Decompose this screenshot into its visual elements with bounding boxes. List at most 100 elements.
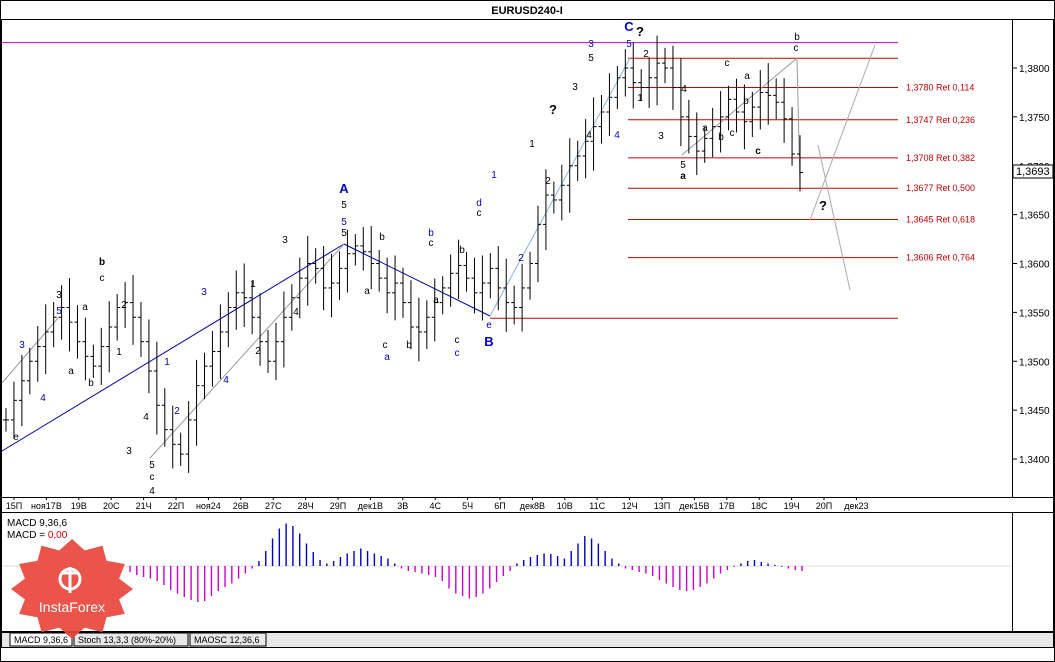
- time-tick-label: 27С: [265, 501, 282, 511]
- wave-label: b: [379, 232, 385, 243]
- time-tick-label: 4С: [429, 501, 441, 511]
- ohlc-bar: [122, 282, 129, 329]
- ohlc-bar: [638, 69, 645, 102]
- wave-label: 1: [250, 279, 256, 290]
- ohlc-bar: [272, 322, 279, 381]
- ohlc-bar: [169, 405, 176, 469]
- wave-label: a: [702, 123, 708, 134]
- price-tick-label: 1,3550: [1019, 308, 1050, 319]
- wave-label: A: [339, 181, 349, 196]
- ohlc-bar: [463, 251, 470, 292]
- ohlc-bar: [542, 169, 549, 251]
- wave-label: c: [150, 472, 155, 483]
- ohlc-bar: [550, 181, 557, 214]
- ohlc-bar: [479, 255, 486, 321]
- ohlc-bar: [757, 70, 764, 130]
- wave-label: d: [476, 198, 482, 209]
- ohlc-bar: [630, 42, 637, 109]
- ohlc-bar: [185, 401, 192, 473]
- ohlc-bar: [18, 354, 25, 427]
- wave-label: 5: [626, 39, 632, 50]
- wave-label: b: [406, 340, 412, 351]
- indicator-tab[interactable]: MAOSC 12,36,6: [189, 632, 267, 647]
- time-tick-label: 15П: [6, 501, 22, 511]
- trend-lines[interactable]: [1, 44, 876, 459]
- ohlc-bar: [201, 352, 208, 400]
- time-tick-label: 28Ч: [298, 501, 314, 511]
- wave-label: ?: [636, 24, 644, 39]
- fibo-level-label: 1,3606 Ret 0,764: [906, 253, 975, 263]
- ohlc-bar: [431, 278, 438, 342]
- ohlc-bar: [376, 250, 383, 292]
- ohlc-bar: [606, 73, 613, 137]
- indicator-tab[interactable]: MACD 9,36,6: [9, 632, 73, 647]
- wave-label: a: [680, 171, 686, 182]
- ohlc-bar: [360, 227, 367, 271]
- ohlc-bar: [42, 304, 49, 375]
- ohlc-bar: [574, 140, 581, 181]
- ohlc-bar: [10, 381, 17, 439]
- ohlc-bar: [296, 257, 303, 319]
- time-tick-label: дек1В: [358, 501, 383, 511]
- time-tick-label: 18С: [751, 501, 768, 511]
- ohlc-bar: [487, 253, 494, 299]
- ohlc-bar: [534, 205, 541, 283]
- ohlc-bar: [177, 432, 184, 466]
- fibo-labels: 1,3780 Ret 0,114 1,3747 Ret 0,236 1,3708 R…: [906, 83, 975, 263]
- time-tick-label: 20П: [816, 501, 832, 511]
- time-tick-label: ноя17В: [31, 501, 62, 511]
- ohlc-bar: [400, 267, 406, 318]
- time-axis: 15П ноя17В 19В 20С 21Ч 22П ноя24 26В 27С 28Ч 29П де…: [6, 497, 869, 511]
- ohlc-bar: [797, 135, 803, 192]
- indicator-tab[interactable]: Stoch 13,3,3 (80%-20%): [73, 632, 189, 647]
- macd-label: MACD 9,36,6: [7, 518, 67, 529]
- time-tick-label: 22П: [168, 501, 184, 511]
- ohlc-bar: [415, 297, 422, 362]
- wave-label: 1: [116, 347, 122, 358]
- ohlc-bar: [217, 304, 224, 380]
- wave-label: c: [100, 273, 105, 284]
- ohlc-bar: [439, 276, 446, 315]
- ohlc-bar: [153, 341, 160, 435]
- trend-line: [809, 44, 876, 221]
- ohlc-bar: [693, 112, 700, 176]
- indicator-tabs[interactable]: MACD 9,36,6 Stoch 13,3,3 (80%-20%) MAOSC 1…: [9, 632, 267, 647]
- time-tick-label: 11С: [589, 501, 605, 511]
- wave-label: 2: [121, 300, 127, 311]
- wave-label: b: [428, 228, 434, 239]
- wave-label: 1: [637, 93, 643, 104]
- wave-label: b: [743, 96, 749, 107]
- ohlc-bar: [646, 57, 653, 109]
- time-tick-label: 26В: [233, 501, 249, 511]
- ohlc-bar: [527, 251, 534, 300]
- price-tick-label: 1,3600: [1019, 260, 1050, 271]
- logo-text: InstaForex: [39, 599, 105, 615]
- trend-line: [681, 57, 798, 156]
- macd-value-label: MACD = 0,00: [7, 530, 68, 541]
- ohlc-bar: [733, 78, 740, 133]
- ohlc-bar: [725, 85, 732, 131]
- wave-label: c: [730, 128, 735, 139]
- ohlc-bar: [384, 257, 391, 314]
- wave-label: c: [477, 208, 482, 219]
- ohlc-bar: [288, 284, 295, 331]
- wave-label: 5: [149, 460, 155, 471]
- ohlc-bar: [368, 225, 375, 290]
- wave-label: 4: [293, 307, 299, 318]
- fibo-level-label: 1,3645 Ret 0,618: [906, 215, 975, 225]
- ohlc-bar: [257, 293, 264, 366]
- indicator-tab-label: MACD 9,36,6: [14, 635, 68, 645]
- ohlc-bar: [677, 58, 684, 147]
- wave-label: 4: [614, 130, 620, 141]
- ohlc-bar: [773, 78, 780, 120]
- wave-label: 4: [223, 375, 229, 386]
- wave-label: ?: [819, 198, 827, 213]
- wave-label: 4: [586, 130, 592, 141]
- ohlc-bar: [90, 344, 97, 378]
- ohlc-bar: [709, 107, 716, 158]
- ohlc-bar: [161, 388, 168, 447]
- time-tick-label: 5Ч: [462, 501, 473, 511]
- ohlc-bar: [328, 253, 335, 318]
- ohlc-bar: [789, 107, 796, 166]
